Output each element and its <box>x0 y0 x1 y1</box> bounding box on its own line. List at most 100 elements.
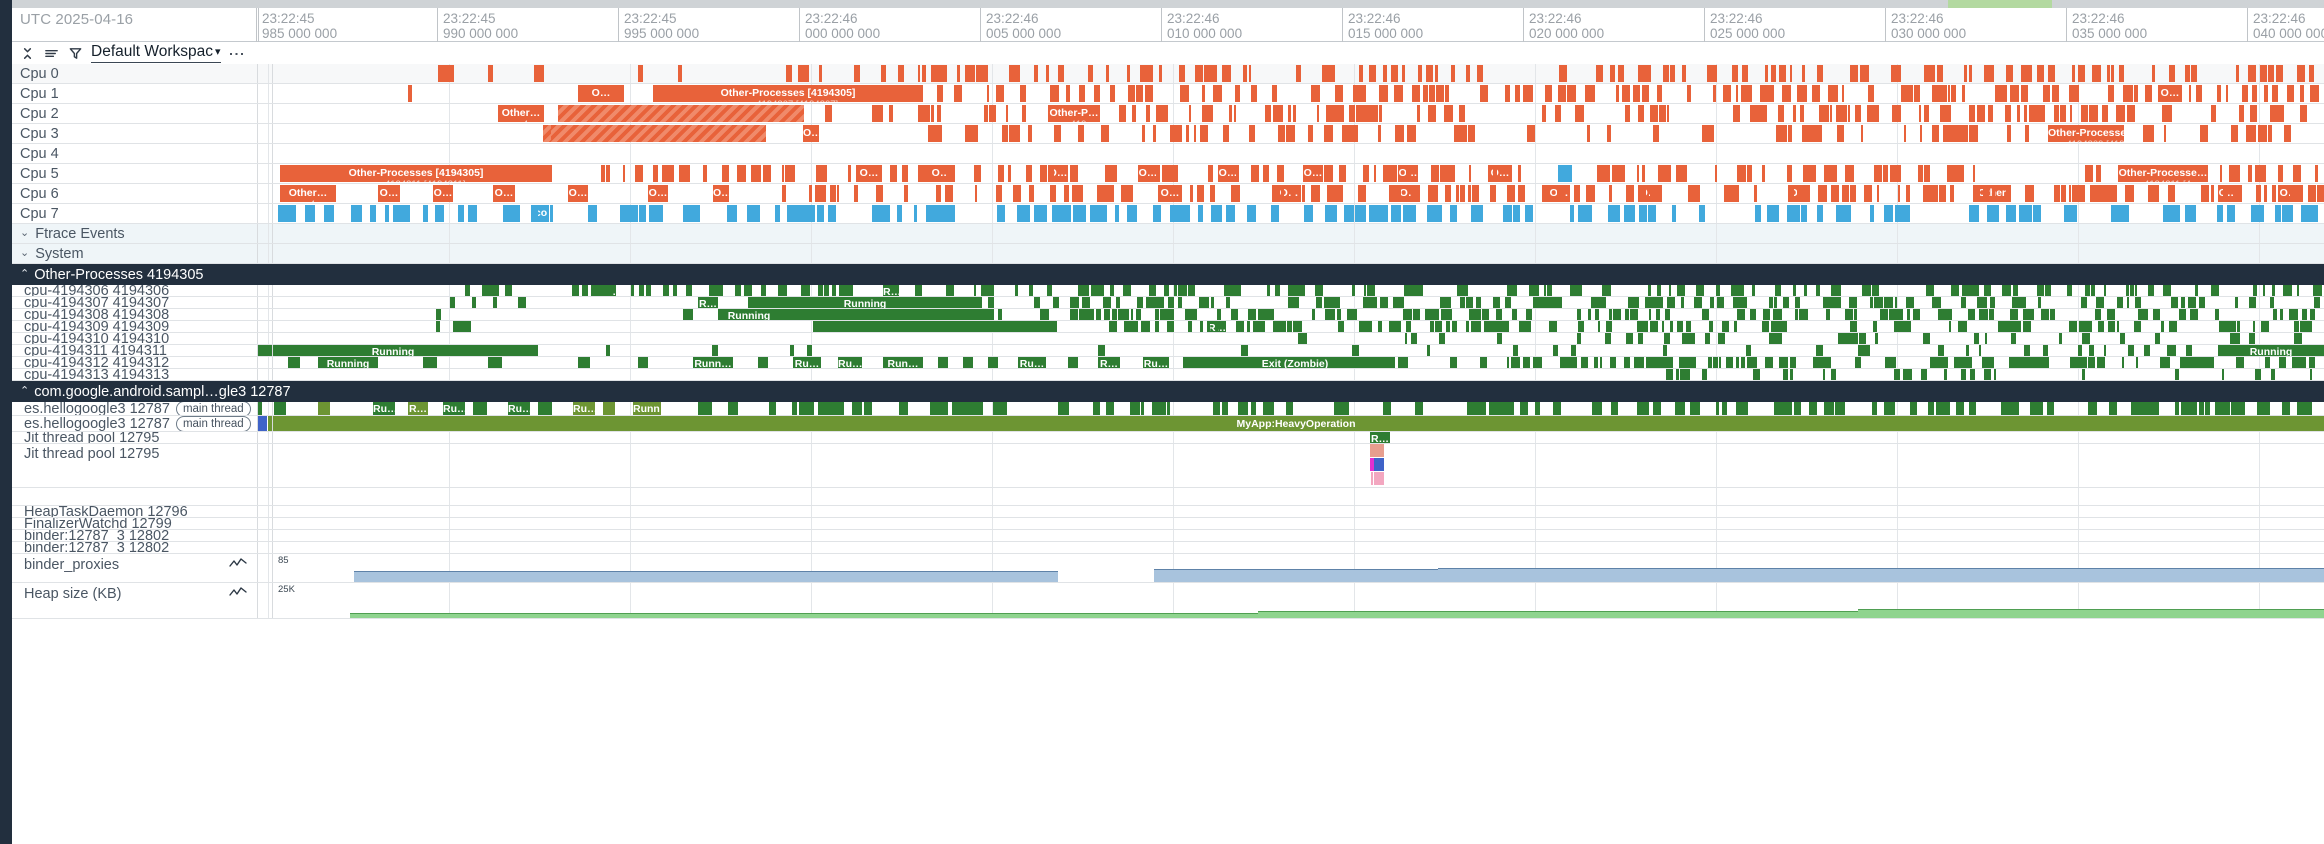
thread-state-slice[interactable] <box>792 402 797 415</box>
cpu-slice[interactable] <box>1688 185 1696 202</box>
thread-state-slice[interactable] <box>258 402 262 415</box>
thread-state-slice[interactable] <box>1984 285 1991 296</box>
cpu-slice[interactable] <box>798 65 809 82</box>
cpu-slice[interactable] <box>1107 185 1114 202</box>
thread-state-slice[interactable] <box>1411 333 1417 344</box>
thread-state-slice[interactable] <box>606 345 610 356</box>
thread-state-slice[interactable] <box>1253 321 1259 332</box>
thread-state-slice[interactable] <box>2135 297 2141 308</box>
thread-state-slice[interactable] <box>832 285 836 296</box>
cpu-slice[interactable] <box>2251 205 2255 222</box>
thread-state-slice[interactable] <box>1324 297 1330 308</box>
cpu-slice[interactable] <box>2317 185 2324 202</box>
thread-state-slice[interactable] <box>538 402 552 415</box>
thread-state-slice[interactable] <box>1330 309 1335 320</box>
cpu-slice[interactable] <box>1265 105 1271 122</box>
thread-state-slice[interactable] <box>2011 321 2017 332</box>
cpu-slice[interactable] <box>1765 65 1768 82</box>
thread-state-slice[interactable] <box>1649 309 1651 320</box>
thread-state-slice[interactable] <box>1677 321 1683 332</box>
thread-state-slice[interactable] <box>2253 321 2255 332</box>
thread-state-slice[interactable] <box>1544 285 1546 296</box>
thread-state-slice[interactable] <box>2085 333 2088 344</box>
thread-state-slice[interactable] <box>2289 309 2293 320</box>
cpu-slice[interactable] <box>1958 165 1963 182</box>
thread-state-slice[interactable] <box>1207 321 1210 332</box>
cpu-slice[interactable] <box>2223 185 2227 202</box>
thread-state-slice[interactable] <box>2151 402 2159 415</box>
cpu-slice[interactable] <box>551 125 766 142</box>
cpu-slice[interactable] <box>1744 85 1752 102</box>
thread-state-slice[interactable] <box>1053 297 1059 308</box>
cpu-slice[interactable]: O… <box>433 185 453 202</box>
thread-state-slice[interactable] <box>686 285 689 296</box>
cpu-slice[interactable] <box>918 105 926 122</box>
jit-slice[interactable] <box>1370 458 1374 471</box>
thread-state-slice[interactable] <box>941 402 948 415</box>
cpu-slice[interactable] <box>2017 105 2020 122</box>
thread-state-slice[interactable] <box>1337 309 1341 320</box>
thread-state-slice[interactable] <box>1873 321 1877 332</box>
cpu-slice[interactable] <box>918 165 925 182</box>
thread-state-slice[interactable] <box>1110 285 1114 296</box>
cpu-slice[interactable] <box>2169 105 2172 122</box>
thread-state-slice[interactable] <box>2082 369 2085 380</box>
cpu-slice[interactable] <box>2101 185 2109 202</box>
cpu-slice[interactable] <box>1128 85 1135 102</box>
cpu-slice[interactable] <box>854 65 860 82</box>
chevron-up-icon[interactable]: ⌃ <box>20 385 30 397</box>
cpu-slice[interactable] <box>1110 85 1115 102</box>
cpu-slice[interactable] <box>2009 205 2016 222</box>
thread-state-slice[interactable] <box>1858 345 1870 356</box>
thread-state-slice[interactable] <box>1737 402 1748 415</box>
thread-state-slice[interactable] <box>1854 309 1857 320</box>
thread-state-slice[interactable] <box>2098 321 2104 332</box>
cpu-slice[interactable] <box>1251 165 1255 182</box>
thread-state-slice[interactable] <box>1641 402 1649 415</box>
cpu-slice[interactable] <box>408 85 412 102</box>
cpu-slice[interactable] <box>1940 105 1947 122</box>
cpu-slice[interactable] <box>1127 65 1130 82</box>
track-canvas[interactable]: Running Runn… Ru… Ru… Run… Ru… R… Ru… Exit (Zomb… <box>258 357 2324 368</box>
thread-state-slice[interactable] <box>1496 309 1502 320</box>
thread-state-slice[interactable] <box>1520 402 1528 415</box>
thread-state-slice[interactable] <box>1831 369 1836 380</box>
track-shell-heap-size[interactable]: Heap size (KB) <box>12 583 258 618</box>
track-canvas[interactable] <box>258 530 2324 541</box>
cpu-slice[interactable] <box>941 65 947 82</box>
cpu-slice[interactable] <box>1924 65 1929 82</box>
cpu-slice[interactable] <box>1760 85 1765 102</box>
cpu-slice[interactable] <box>1646 65 1651 82</box>
counter-track-row[interactable]: binder_proxies 85 <box>12 554 2324 583</box>
cpu-slice[interactable] <box>1226 205 1234 222</box>
track-canvas[interactable] <box>258 488 2324 505</box>
cpu-slice[interactable] <box>1737 165 1746 182</box>
cpu-slice[interactable] <box>2054 185 2060 202</box>
cpu-slice[interactable] <box>1423 85 1428 102</box>
thread-state-slice[interactable] <box>1570 285 1578 296</box>
thread-state-slice[interactable] <box>1288 285 1294 296</box>
cpu-slice[interactable] <box>1545 85 1552 102</box>
thread-state-slice[interactable] <box>1628 297 1637 308</box>
cpu-slice[interactable] <box>1362 105 1370 122</box>
thread-state-slice[interactable] <box>1287 321 1290 332</box>
cpu-slice[interactable] <box>1493 165 1497 182</box>
cpu-slice[interactable] <box>1378 125 1381 142</box>
thread-state-slice[interactable] <box>1605 333 1611 344</box>
cpu-slice[interactable] <box>2299 165 2301 182</box>
thread-state-slice[interactable] <box>1804 285 1807 296</box>
cpu-slice[interactable] <box>1013 185 1021 202</box>
thread-state-slice[interactable] <box>2096 297 2100 308</box>
cpu-slice[interactable] <box>1767 205 1779 222</box>
cpu-slice[interactable] <box>996 85 1004 102</box>
thread-state-slice[interactable] <box>2130 285 2134 296</box>
thread-state-slice[interactable] <box>2011 402 2019 415</box>
thread-state-slice[interactable] <box>1845 333 1850 344</box>
thread-state-slice[interactable] <box>1961 369 1966 380</box>
cpu-slice[interactable] <box>1209 105 1213 122</box>
cpu-slice[interactable] <box>1733 105 1740 122</box>
cpu-slice[interactable] <box>2189 85 2191 102</box>
thread-state-slice[interactable] <box>1763 309 1770 320</box>
thread-state-slice[interactable] <box>1571 345 1576 356</box>
